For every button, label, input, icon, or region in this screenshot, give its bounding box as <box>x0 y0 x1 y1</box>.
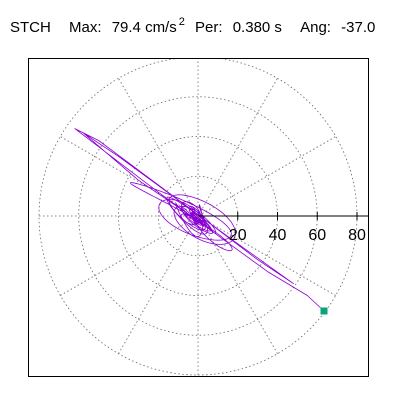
period-value: 0.380 s <box>232 19 282 36</box>
max-value: 79.4 cm/s <box>111 19 177 36</box>
radial-tick-label-20: 20 <box>229 227 247 244</box>
grid-spoke-120 <box>118 78 278 354</box>
grid-spoke-60 <box>118 78 278 354</box>
chart-header: STCH Max: 79.4 cm/s 2 Per: 0.380 s Ang: -… <box>10 16 376 39</box>
end-marker-square <box>320 307 328 315</box>
radial-tick-labels: 20 40 60 80 <box>229 227 366 244</box>
radial-tick-label-60: 60 <box>308 227 326 244</box>
trace-path <box>74 128 325 312</box>
grid-spoke-150 <box>60 136 336 296</box>
end-marker <box>320 307 328 315</box>
particle-motion-trace <box>74 128 325 312</box>
angle-label: Ang: <box>300 19 331 36</box>
station-name: STCH <box>10 19 51 36</box>
angle-value: -37.0 <box>341 19 376 36</box>
max-unit-exponent: 2 <box>178 16 185 28</box>
plot-frame <box>28 58 369 377</box>
max-label: Max: <box>69 19 102 36</box>
radial-tick-label-80: 80 <box>348 227 366 244</box>
grid-spoke-30 <box>60 136 336 296</box>
radial-tick-label-40: 40 <box>269 227 287 244</box>
period-label: Per: <box>195 19 223 36</box>
radial-axis <box>198 212 368 220</box>
